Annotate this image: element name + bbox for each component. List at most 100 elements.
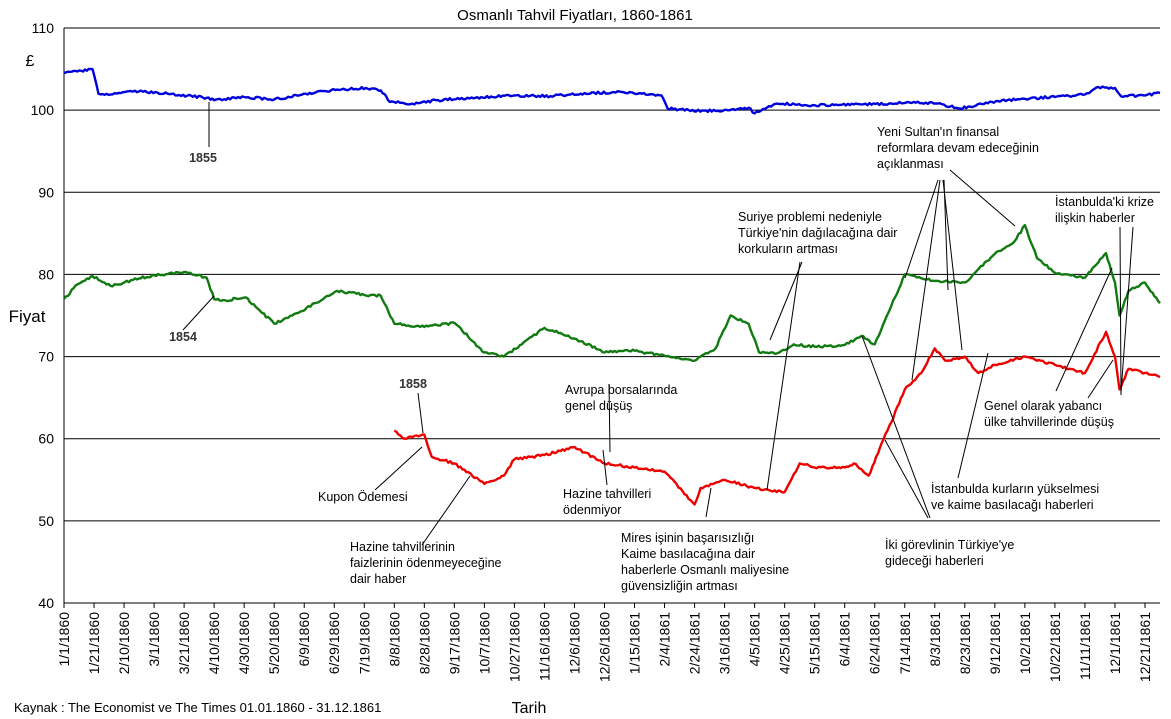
annotation-leaders	[182, 102, 1134, 546]
x-tick-label: 12/21/1861	[1137, 612, 1153, 682]
x-tick-label: 10/27/1860	[506, 612, 522, 682]
leader-line	[949, 169, 1016, 227]
annotation-line: ilişkin haberler	[1055, 211, 1135, 225]
series-line-1858	[393, 330, 1161, 506]
x-tick-label: 5/15/1861	[807, 612, 823, 674]
x-tick-label: 2/10/1860	[116, 612, 132, 674]
x-tick-label: 6/29/1860	[326, 612, 342, 674]
x-tick-label: 8/28/1860	[416, 612, 432, 674]
annotation-line: reformlara devam edeceğinin	[877, 141, 1039, 155]
y-tick-label: 80	[38, 266, 54, 282]
annotation-line: ödenmiyor	[563, 503, 621, 517]
annotation-iki-gorevli: İki görevlinin Türkiye'ye gideceği haberl…	[885, 538, 1014, 568]
x-tick-label: 4/5/1861	[747, 612, 763, 667]
x-axis-ticks: 1/1/1860 1/21/1860 2/10/1860 3/1/1860 3/21/1…	[56, 603, 1153, 682]
y-tick-label: 40	[38, 595, 54, 611]
annotation-line: Kaime basılacağına dair	[621, 547, 755, 561]
leader-line	[417, 392, 424, 434]
x-tick-label: 4/10/1860	[206, 612, 222, 674]
x-tick-label: 12/26/1860	[596, 612, 612, 682]
annotations: Kupon Ödemesi Hazine tahvillerinin faizler…	[318, 125, 1154, 593]
x-tick-label: 4/25/1861	[777, 612, 793, 674]
leader-line	[884, 439, 929, 519]
leader-line	[911, 179, 941, 381]
x-tick-label: 8/3/1861	[927, 612, 943, 667]
y-tick-label: 100	[31, 102, 55, 118]
leader-line	[861, 335, 931, 519]
y-tick-label: 50	[38, 513, 54, 529]
annotation-suriye: Suriye problemi nedeniyle Türkiye'nin dağ…	[738, 210, 897, 256]
leader-line	[421, 475, 471, 546]
annotation-line: İstanbulda kurların yükselmesi	[931, 482, 1099, 496]
leader-line	[182, 295, 215, 331]
leader-line	[602, 449, 608, 486]
annotation-line: Suriye problemi nedeniyle	[738, 210, 882, 224]
x-tick-label: 4/30/1860	[236, 612, 252, 674]
annotation-line: Genel olarak yabancı	[984, 399, 1102, 413]
annotation-line: ülke tahvillerinde düşüş	[984, 415, 1114, 429]
leader-line	[705, 487, 712, 518]
x-tick-label: 1/21/1860	[86, 612, 102, 674]
grid-lines	[64, 27, 1160, 604]
series-lines	[63, 67, 1161, 506]
y-tick-label: 70	[38, 349, 54, 365]
leader-line	[766, 261, 801, 491]
annotation-line: İstanbulda'ki krize	[1055, 195, 1154, 209]
x-tick-label: 12/6/1860	[566, 612, 582, 674]
leader-line	[608, 383, 611, 453]
x-tick-label: 9/17/1860	[446, 612, 462, 674]
x-tick-label: 6/9/1860	[296, 612, 312, 667]
annotation-line: Hazine tahvilleri	[563, 487, 651, 501]
y-axis-ticks: 40 50 60 70 80 90 100 110	[31, 20, 55, 611]
x-tick-label: 6/4/1861	[837, 612, 853, 667]
annotation-hazine-faiz: Hazine tahvillerinin faizlerinin ödenmeye…	[350, 540, 502, 586]
annotation-genel-yabanci: Genel olarak yabancı ülke tahvillerinde d…	[984, 399, 1114, 429]
annotation-line: Türkiye'nin dağılacağına dair	[738, 226, 897, 240]
annotation-istanbul-kur: İstanbulda kurların yükselmesi ve kaime b…	[931, 482, 1099, 512]
series-labels: 1855 1854 1858	[169, 151, 427, 391]
x-tick-label: 10/22/1861	[1047, 612, 1063, 682]
annotation-line: açıklanması	[877, 157, 944, 171]
annotation-istanbul-kriz: İstanbulda'ki krize ilişkin haberler	[1055, 195, 1154, 225]
annotation-kupon: Kupon Ödemesi	[318, 490, 408, 504]
annotation-line: faizlerinin ödenmeyeceğine	[350, 556, 502, 570]
x-tick-label: 7/19/1860	[356, 612, 372, 674]
annotation-hazine-odenmiyor: Hazine tahvilleri ödenmiyor	[563, 487, 651, 517]
leader-line	[957, 352, 989, 479]
x-tick-label: 1/15/1861	[627, 612, 643, 674]
leader-line	[1055, 267, 1113, 392]
y-axis-title: Fiyat	[9, 307, 46, 326]
x-tick-label: 10/7/1860	[476, 612, 492, 674]
annotation-line: Hazine tahvillerinin	[350, 540, 455, 554]
x-tick-label: 3/21/1860	[176, 612, 192, 674]
leader-line	[374, 446, 423, 491]
x-tick-label: 6/24/1861	[867, 612, 883, 674]
leader-line	[943, 179, 949, 291]
x-tick-label: 11/16/1860	[536, 612, 552, 681]
leader-line	[1119, 226, 1122, 396]
annotation-line: Yeni Sultan'ın finansal	[877, 125, 999, 139]
annotation-line: Kupon Ödemesi	[318, 490, 408, 504]
leader-line	[1120, 226, 1134, 394]
annotation-line: korkuların artması	[738, 242, 838, 256]
annotation-line: haberlerle Osmanlı maliyesine	[621, 563, 789, 577]
x-tick-label: 1/1/1860	[56, 612, 72, 667]
series-label-1854: 1854	[169, 330, 197, 344]
annotation-line: Mires işinin başarısızlığı	[621, 531, 754, 545]
unit-label: £	[26, 53, 35, 70]
annotation-line: gideceği haberleri	[885, 554, 984, 568]
annotation-line: genel düşüş	[565, 399, 632, 413]
annotation-yeni-sultan: Yeni Sultan'ın finansal reformlara devam …	[877, 125, 1039, 171]
annotation-mires: Mires işinin başarısızlığı Kaime basılaca…	[621, 531, 789, 593]
x-tick-label: 12/1/1861	[1107, 612, 1123, 674]
source-note: Kaynak : The Economist ve The Times 01.0…	[14, 700, 381, 715]
x-tick-label: 2/4/1861	[657, 612, 673, 667]
x-tick-label: 8/23/1861	[957, 612, 973, 674]
leader-line	[904, 179, 939, 279]
y-tick-label: 110	[32, 20, 55, 36]
series-label-1858: 1858	[399, 377, 427, 391]
x-tick-label: 3/16/1861	[717, 612, 733, 674]
y-tick-label: 90	[38, 184, 54, 200]
y-tick-label: 60	[38, 431, 54, 447]
annotation-line: Avrupa borsalarında	[565, 383, 677, 397]
